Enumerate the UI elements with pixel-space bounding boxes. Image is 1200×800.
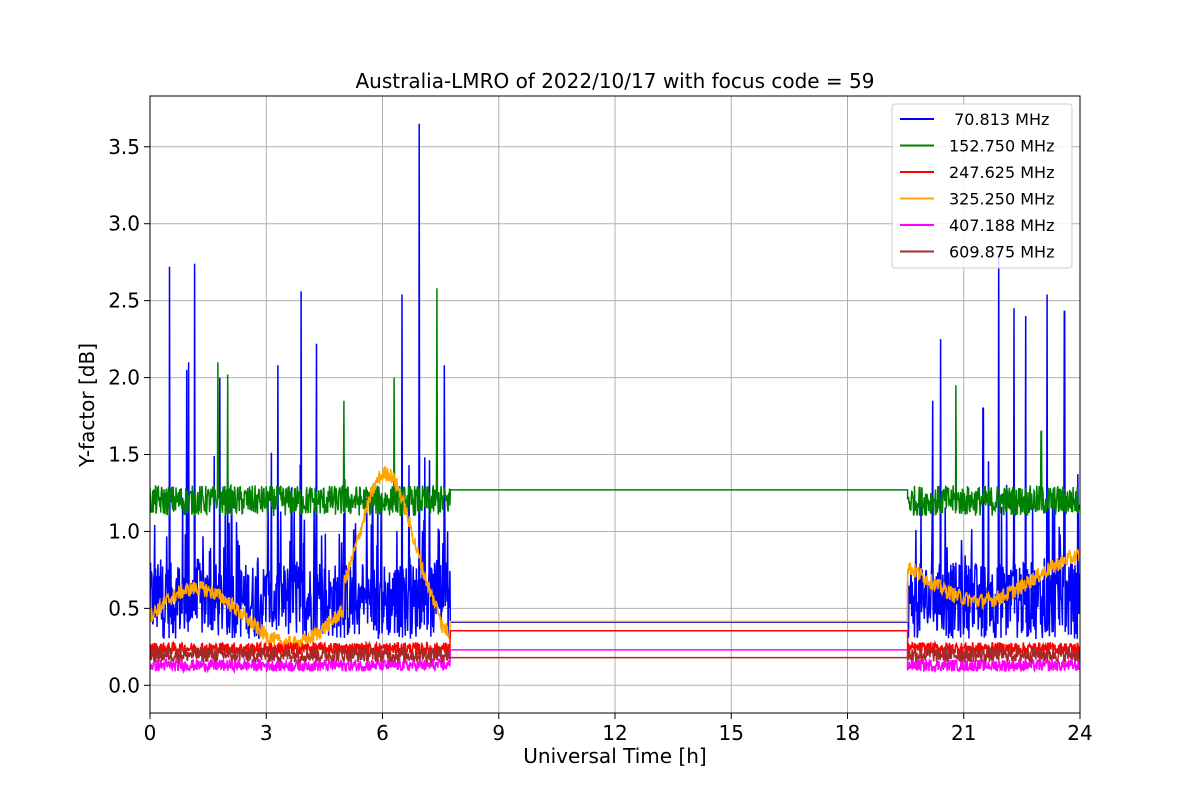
legend-entry: 70.813 MHz: [949, 110, 1049, 129]
x-tick-label: 18: [835, 721, 860, 745]
y-tick-label: 1.0: [108, 519, 140, 543]
x-axis-label: Universal Time [h]: [523, 744, 706, 768]
series-line: [150, 123, 1080, 640]
x-tick-label: 9: [492, 721, 505, 745]
y-axis: 0.0 0.5 1.0 1.5 2.0 2.5 3.0 3.5: [108, 135, 150, 697]
series-line: [150, 644, 1080, 665]
y-tick-label: 0.5: [108, 596, 140, 620]
chart-title: Australia-LMRO of 2022/10/17 with focus …: [355, 69, 874, 93]
legend-entry: 325.250 MHz: [949, 190, 1054, 209]
series-line: [150, 466, 1080, 651]
y-axis-label: Y-factor [dB]: [75, 343, 99, 468]
x-tick-label: 15: [719, 721, 744, 745]
series-line: [150, 288, 1080, 517]
y-tick-label: 3.5: [108, 135, 140, 159]
y-tick-label: 2.0: [108, 366, 140, 390]
legend: 70.813 MHz 152.750 MHz 247.625 MHz 325.250 …: [891, 103, 1073, 269]
x-tick-label: 0: [144, 721, 157, 745]
y-tick-label: 3.0: [108, 212, 140, 236]
series-layer: [150, 123, 1080, 675]
legend-entry: 609.875 MHz: [949, 243, 1054, 262]
x-tick-label: 3: [260, 721, 273, 745]
y-tick-label: 1.5: [108, 443, 140, 467]
y-tick-label: 0.0: [108, 673, 140, 697]
legend-entry: 407.188 MHz: [949, 216, 1054, 235]
series-line: [150, 649, 1080, 675]
x-tick-label: 24: [1067, 721, 1092, 745]
x-tick-label: 12: [602, 721, 627, 745]
x-tick-label: 21: [951, 721, 976, 745]
x-tick-label: 6: [376, 721, 389, 745]
x-axis: 0 3 6 9 12 15 18 21 24: [144, 713, 1093, 745]
legend-entry: 152.750 MHz: [949, 137, 1054, 156]
legend-entry: 247.625 MHz: [949, 163, 1054, 182]
legend-box: [891, 103, 1073, 269]
y-tick-label: 2.5: [108, 289, 140, 313]
